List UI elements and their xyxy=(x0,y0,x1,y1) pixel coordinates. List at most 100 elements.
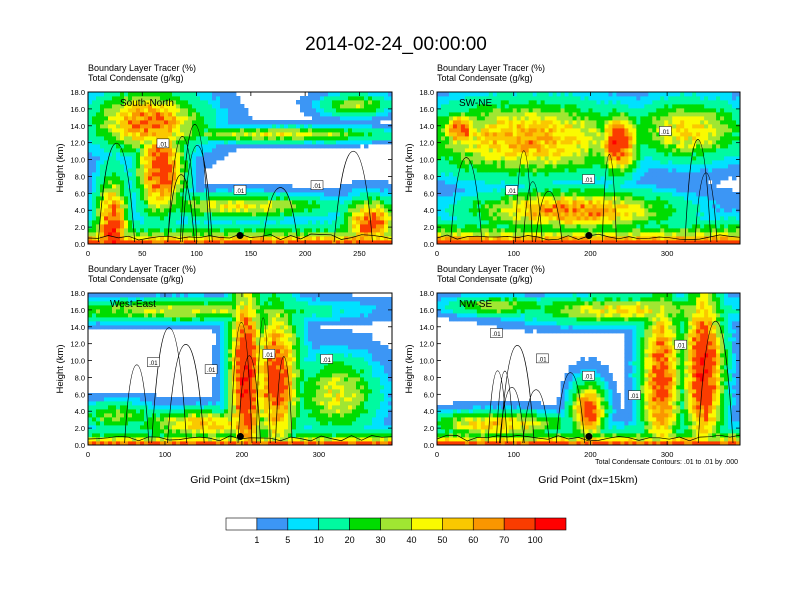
cross-section-label: SW-NE xyxy=(459,98,492,109)
contour-label-box xyxy=(674,339,687,350)
plot-frame xyxy=(436,292,741,446)
contour-label-box xyxy=(310,180,324,190)
colorbar-swatch xyxy=(442,517,474,531)
y-axis-label: Height (km) xyxy=(55,143,66,192)
condensate-contour xyxy=(333,150,373,243)
y-tick-label: 12.0 xyxy=(419,139,434,148)
colorbar-swatch xyxy=(349,517,381,531)
cross-section-label: South-North xyxy=(120,98,174,109)
contour-label: .01 xyxy=(207,368,216,374)
contour-label: .01 xyxy=(676,344,685,350)
x-tick-label: 200 xyxy=(299,249,312,258)
y-tick-label: 2.0 xyxy=(75,223,85,232)
colorbar-swatch xyxy=(503,517,536,531)
contour-note: Total Condensate Contours: .01 to .01 by… xyxy=(595,459,738,466)
location-marker xyxy=(585,433,593,441)
y-tick-label: 2.0 xyxy=(75,424,85,433)
y-tick-label: 16.0 xyxy=(70,306,85,315)
y-tick-label: 8.0 xyxy=(424,172,434,181)
panel-west-east: Boundary Layer Tracer (%)Total Condensat… xyxy=(55,264,393,486)
x-tick-label: 300 xyxy=(661,249,674,258)
condensate-contour xyxy=(262,187,299,243)
y-tick-label: 18.0 xyxy=(419,88,434,97)
panel-header-condensate: Total Condensate (g/kg) xyxy=(88,73,184,83)
y-tick-label: 18.0 xyxy=(70,289,85,298)
y-tick-label: 0.0 xyxy=(424,441,434,450)
x-tick-label: 0 xyxy=(435,450,439,459)
figure-title: 2014-02-24_00:00:00 xyxy=(305,34,487,55)
colorbar: 1 5 10 20 30 40 50 60 70 100 xyxy=(225,517,567,545)
colorbar-label: 1 xyxy=(254,535,259,545)
condensate-contour xyxy=(97,142,136,243)
y-tick-label: 12.0 xyxy=(70,340,85,349)
tracer-field xyxy=(88,293,392,445)
y-axis-label: Height (km) xyxy=(55,344,66,393)
panel-header-tracer: Boundary Layer Tracer (%) xyxy=(437,63,545,73)
colorbar-swatch xyxy=(318,517,350,531)
x-tick-label: 200 xyxy=(584,450,597,459)
y-tick-label: 0.0 xyxy=(424,240,434,249)
y-axis-label: Height (km) xyxy=(404,344,415,393)
panel-sw-ne: Boundary Layer Tracer (%)Total Condensat… xyxy=(404,63,741,258)
colorbar-label: 70 xyxy=(499,535,509,545)
y-tick-label: 2.0 xyxy=(424,223,434,232)
colorbar-label: 60 xyxy=(468,535,478,545)
colorbar-label: 40 xyxy=(406,535,416,545)
panel-header-tracer: Boundary Layer Tracer (%) xyxy=(88,63,196,73)
colorbar-swatch xyxy=(534,517,567,531)
colorbar-label: 50 xyxy=(437,535,447,545)
y-tick-label: 6.0 xyxy=(75,390,85,399)
y-tick-label: 4.0 xyxy=(75,407,85,416)
colorbar-label: 10 xyxy=(314,535,324,545)
y-tick-label: 10.0 xyxy=(419,357,434,366)
condensate-contour xyxy=(487,370,508,444)
condensate-contour xyxy=(167,174,195,243)
contour-label: .01 xyxy=(236,189,245,195)
x-tick-label: 250 xyxy=(353,249,366,258)
location-marker xyxy=(236,232,244,240)
y-tick-label: 18.0 xyxy=(70,88,85,97)
contour-label-box xyxy=(204,364,218,374)
condensate-contours xyxy=(88,124,392,243)
x-axis-label: Grid Point (dx=15km) xyxy=(538,474,638,486)
contour-label-box xyxy=(156,138,170,149)
condensate-contour xyxy=(495,370,514,444)
y-tick-label: 16.0 xyxy=(70,105,85,114)
contour-label: .01 xyxy=(149,361,158,367)
x-tick-label: 200 xyxy=(236,450,249,459)
x-tick-label: 0 xyxy=(435,249,439,258)
y-tick-label: 4.0 xyxy=(75,206,85,215)
y-tick-label: 6.0 xyxy=(424,390,434,399)
contour-label: .01 xyxy=(584,178,593,184)
panel-header-condensate: Total Condensate (g/kg) xyxy=(437,73,533,83)
contour-label-box xyxy=(262,349,276,359)
contour-label: .01 xyxy=(630,394,639,400)
contour-label-box xyxy=(582,174,595,184)
panels: Boundary Layer Tracer (%)Total Condensat… xyxy=(55,63,741,486)
y-tick-label: 10.0 xyxy=(419,156,434,165)
panel-south-north: Boundary Layer Tracer (%)Total Condensat… xyxy=(55,63,393,258)
y-tick-label: 14.0 xyxy=(419,122,434,131)
contour-label-box xyxy=(320,354,333,364)
condensate-contour xyxy=(684,139,712,243)
contour-label: .01 xyxy=(159,142,168,148)
panel-nw-se: Boundary Layer Tracer (%) Total Condensat… xyxy=(404,264,741,486)
condensate-contour xyxy=(522,389,550,444)
x-tick-label: 50 xyxy=(138,249,146,258)
contour-label-box xyxy=(490,328,503,338)
condensate-contour xyxy=(275,356,293,444)
y-tick-label: 12.0 xyxy=(419,340,434,349)
plot-frame xyxy=(87,91,393,245)
y-tick-label: 14.0 xyxy=(419,323,434,332)
y-tick-label: 12.0 xyxy=(70,139,85,148)
condensate-contour xyxy=(522,181,543,243)
panel-header-tracer: Boundary Layer Tracer (%) xyxy=(437,264,545,274)
colorbar-swatch xyxy=(256,517,289,531)
y-tick-label: 16.0 xyxy=(419,306,434,315)
y-tick-label: 8.0 xyxy=(75,373,85,382)
colorbar-swatch xyxy=(411,517,443,531)
x-axis-label: Grid Point (dx=15km) xyxy=(190,474,290,486)
contour-label-box xyxy=(233,185,247,195)
condensate-contour xyxy=(230,321,253,444)
